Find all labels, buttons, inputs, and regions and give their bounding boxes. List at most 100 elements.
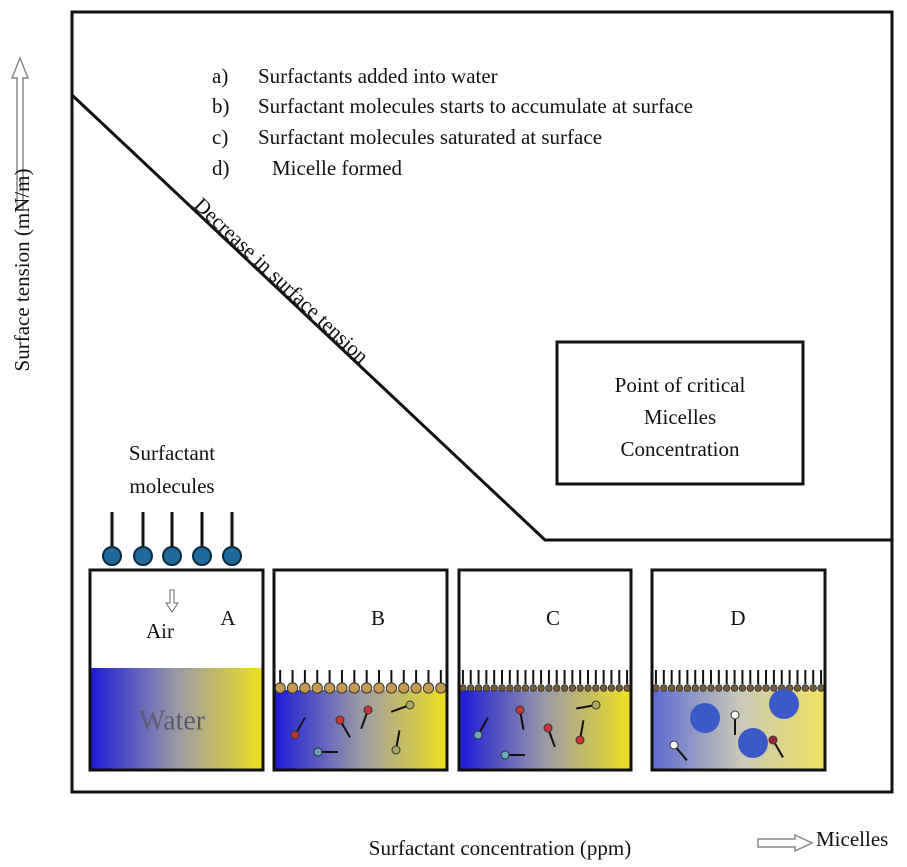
head: [411, 683, 421, 693]
head: [392, 746, 400, 754]
head: [723, 685, 730, 692]
panel-label: C: [546, 606, 560, 630]
head: [530, 685, 537, 692]
cmc-text: Micelles: [644, 405, 716, 429]
head: [810, 685, 817, 692]
head: [739, 685, 746, 692]
head: [336, 716, 344, 724]
legend-marker: c): [212, 125, 228, 149]
legend-marker: a): [212, 64, 228, 88]
head: [507, 685, 514, 692]
head: [522, 685, 529, 692]
head: [275, 683, 285, 693]
water: [652, 690, 825, 770]
head: [771, 685, 778, 692]
legend-text: Surfactant molecules saturated at surfac…: [258, 125, 602, 149]
head: [731, 685, 738, 692]
legend-marker: d): [212, 156, 230, 180]
head: [769, 736, 777, 744]
legend-text: Surfactants added into water: [258, 64, 498, 88]
head: [467, 685, 474, 692]
down-arrow: [166, 590, 178, 612]
head: [668, 685, 675, 692]
head: [475, 685, 482, 692]
head: [692, 685, 699, 692]
head: [103, 547, 121, 565]
cmc-text: Concentration: [621, 437, 740, 461]
head: [287, 683, 297, 693]
head: [585, 685, 592, 692]
y-axis-label: Surface tension (mN/m): [10, 169, 34, 372]
head: [501, 751, 509, 759]
head: [731, 711, 739, 719]
head: [577, 685, 584, 692]
head: [763, 685, 770, 692]
head: [700, 685, 707, 692]
head: [653, 685, 660, 692]
head: [163, 547, 181, 565]
head: [337, 683, 347, 693]
micelle: [738, 728, 768, 758]
arrow-label: Micelles: [816, 827, 888, 851]
head: [300, 683, 310, 693]
head: [624, 685, 631, 692]
head: [324, 683, 334, 693]
head: [349, 683, 359, 693]
head: [483, 685, 490, 692]
head: [553, 685, 560, 692]
head: [193, 547, 211, 565]
diagram: Surface tension (mN/m) Surfactant concen…: [0, 0, 907, 867]
head: [616, 685, 623, 692]
micelle: [769, 689, 799, 719]
head: [569, 685, 576, 692]
head: [676, 685, 683, 692]
head: [514, 685, 521, 692]
head: [364, 706, 372, 714]
head: [592, 701, 600, 709]
head: [423, 683, 433, 693]
water-label: Water: [139, 705, 206, 736]
head: [794, 685, 801, 692]
surfactant-label: Surfactant: [129, 441, 215, 465]
head: [716, 685, 723, 692]
head: [600, 685, 607, 692]
curve-label: Decrease in surface tension: [189, 193, 373, 369]
head: [134, 547, 152, 565]
legend-text: Micelle formed: [272, 156, 403, 180]
head: [362, 683, 372, 693]
head: [406, 701, 414, 709]
head: [291, 731, 299, 739]
head: [399, 683, 409, 693]
head: [818, 685, 825, 692]
head: [802, 685, 809, 692]
head: [538, 685, 545, 692]
head: [223, 547, 241, 565]
head: [474, 731, 482, 739]
head: [608, 685, 615, 692]
panel-label: B: [371, 606, 385, 630]
head: [708, 685, 715, 692]
head: [546, 685, 553, 692]
air-label: Air: [146, 619, 174, 643]
head: [544, 724, 552, 732]
x-axis-label: Surfactant concentration (ppm): [369, 836, 631, 860]
head: [593, 685, 600, 692]
head: [747, 685, 754, 692]
x-arrow: [758, 835, 812, 851]
head: [499, 685, 506, 692]
head: [491, 685, 498, 692]
panel-label: D: [730, 606, 745, 630]
head: [684, 685, 691, 692]
head: [670, 741, 678, 749]
head: [374, 683, 384, 693]
water: [274, 690, 447, 770]
head: [386, 683, 396, 693]
head: [436, 683, 446, 693]
head: [314, 748, 322, 756]
head: [561, 685, 568, 692]
micelle: [690, 703, 720, 733]
head: [576, 736, 584, 744]
legend-marker: b): [212, 94, 230, 118]
decorations: [103, 512, 241, 565]
surfactant-label: molecules: [129, 474, 214, 498]
